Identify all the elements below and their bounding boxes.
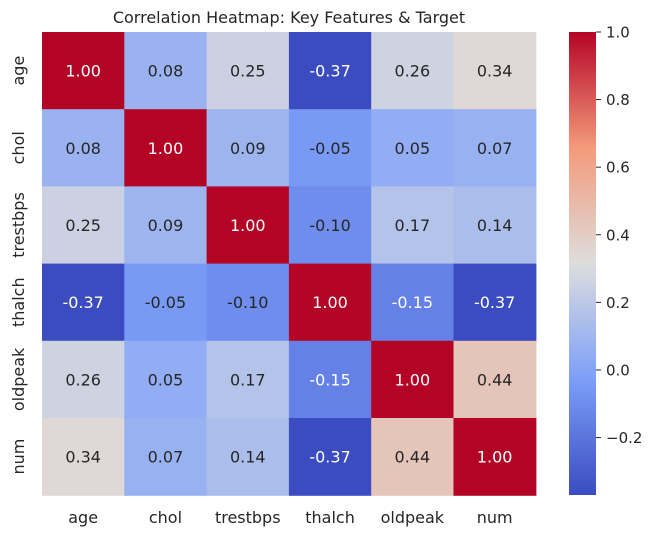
heatmap-cell	[371, 109, 455, 187]
colorbar-tick-label: −0.2	[606, 429, 642, 447]
y-tick-label: trestbps	[9, 192, 28, 258]
heatmap-cell	[124, 109, 208, 187]
heatmap-cell	[453, 32, 537, 110]
heatmap-cell	[206, 263, 290, 342]
heatmap-cell	[288, 32, 372, 110]
heatmap-cell	[124, 340, 208, 419]
y-axis-tick-labels: age chol trestbps thalch oldpeak num	[9, 56, 28, 475]
cell-value-label: 0.08	[148, 62, 184, 81]
heatmap-cell	[453, 340, 537, 419]
cell-value-label: 0.07	[148, 448, 184, 467]
y-tick-label: oldpeak	[9, 347, 28, 411]
cell-value-label: -0.15	[309, 370, 350, 389]
cell-value-label: 0.14	[477, 216, 513, 235]
x-tick-label: num	[477, 508, 513, 527]
cell-value-label: 1.00	[395, 370, 431, 389]
cell-value-label: -0.37	[309, 62, 350, 81]
heatmap-cell	[371, 263, 455, 342]
cell-value-label: 0.09	[148, 216, 184, 235]
cell-value-label: 0.34	[477, 62, 513, 81]
cell-value-label: 0.26	[65, 370, 101, 389]
cell-value-label: -0.10	[309, 216, 350, 235]
cell-value-label: -0.37	[309, 448, 350, 467]
y-tick-label: num	[9, 439, 28, 475]
heatmap-cell	[288, 109, 372, 187]
heatmap-cell	[453, 263, 537, 342]
heatmap-cell	[206, 340, 290, 419]
cell-value-label: -0.15	[392, 293, 433, 312]
heatmap-cell	[371, 32, 455, 110]
cell-value-label: 1.00	[312, 293, 348, 312]
cell-value-label: 0.05	[395, 139, 431, 158]
x-axis-tick-labels: age chol trestbps thalch oldpeak num	[68, 508, 512, 527]
cell-value-label: 0.07	[477, 139, 513, 158]
cell-value-label: -0.37	[474, 293, 515, 312]
cell-value-label: 0.44	[477, 370, 513, 389]
colorbar: 1.0 0.8 0.6 0.4 0.2 0.0 −0.2	[569, 24, 642, 495]
cell-value-label: -0.05	[309, 139, 350, 158]
y-tick-label: thalch	[9, 277, 28, 327]
x-tick-label: chol	[149, 508, 182, 527]
heatmap-cell	[371, 340, 455, 419]
heatmap-cell	[453, 109, 537, 187]
colorbar-tick-label: 0.0	[606, 361, 630, 379]
colorbar-tick-label: 0.4	[606, 226, 630, 244]
cell-value-label: -0.37	[62, 293, 103, 312]
heatmap-cell	[453, 418, 537, 496]
colorbar-tick-label: 1.0	[606, 24, 630, 42]
heatmap-cell	[42, 340, 125, 419]
cell-value-label: -0.05	[145, 293, 186, 312]
cell-value-label: 0.14	[230, 448, 266, 467]
cell-value-label: 0.34	[65, 448, 101, 467]
cell-value-label: 1.00	[148, 139, 184, 158]
x-tick-label: thalch	[305, 508, 355, 527]
cell-value-label: 0.44	[395, 448, 431, 467]
heatmap-cell	[124, 32, 208, 110]
x-tick-label: oldpeak	[381, 508, 445, 527]
heatmap-cell	[42, 418, 125, 496]
cell-value-label: 0.17	[395, 216, 431, 235]
heatmap-cell	[206, 418, 290, 496]
heatmap-cell	[288, 186, 372, 265]
x-tick-label: trestbps	[215, 508, 281, 527]
heatmap-cell	[288, 340, 372, 419]
cell-value-label: 0.09	[230, 139, 266, 158]
heatmap-cell	[42, 32, 125, 110]
cell-value-label: 0.26	[395, 62, 431, 81]
heatmap-cell	[288, 263, 372, 342]
cell-value-label: 1.00	[65, 62, 101, 81]
heatmap-cell	[124, 263, 208, 342]
heatmap-cell	[371, 418, 455, 496]
heatmap-cell	[124, 418, 208, 496]
heatmap-cell	[124, 186, 208, 265]
y-tick-label: chol	[9, 131, 28, 164]
cell-value-label: 0.17	[230, 370, 266, 389]
heatmap-cell	[42, 186, 125, 265]
heatmap-cell	[371, 186, 455, 265]
cell-value-label: 0.05	[148, 370, 184, 389]
cell-value-label: 0.25	[230, 62, 266, 81]
chart-title: Correlation Heatmap: Key Features & Targ…	[113, 8, 465, 27]
y-tick-label: age	[9, 56, 28, 86]
cell-value-label: 1.00	[477, 448, 513, 467]
heatmap-cells: 1.00 0.08 0.25 -0.37 0.26 0.34 0.08 1.00 0.09 -0.…	[42, 32, 537, 496]
heatmap-cell	[206, 109, 290, 187]
heatmap-cell	[206, 32, 290, 110]
heatmap-cell	[288, 418, 372, 496]
heatmap-cell	[42, 109, 125, 187]
cell-value-label: 1.00	[230, 216, 266, 235]
x-tick-label: age	[68, 508, 98, 527]
colorbar-tick-label: 0.8	[606, 91, 630, 109]
cell-value-label: -0.10	[227, 293, 268, 312]
cell-value-label: 0.25	[65, 216, 101, 235]
heatmap-cell	[42, 263, 125, 342]
colorbar-tick-label: 0.2	[606, 294, 630, 312]
heatmap-cell	[453, 186, 537, 265]
heatmap-cell	[206, 186, 290, 265]
cell-value-label: 0.08	[65, 139, 101, 158]
colorbar-gradient	[569, 32, 596, 495]
colorbar-tick-label: 0.6	[606, 159, 630, 177]
